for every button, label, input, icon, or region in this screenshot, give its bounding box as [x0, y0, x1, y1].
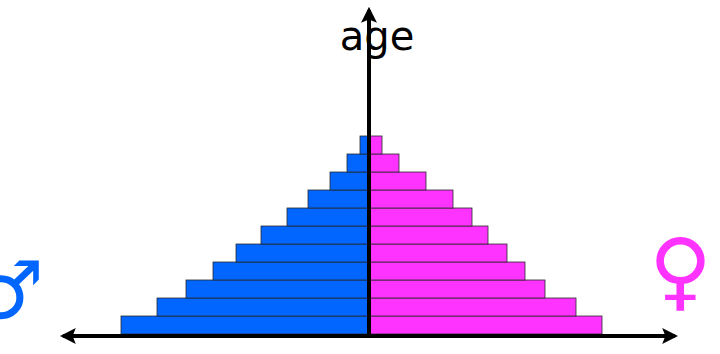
svg-text:age: age	[340, 13, 415, 59]
svg-text:♀: ♀	[649, 220, 712, 320]
svg-text:♂: ♂	[0, 244, 44, 337]
